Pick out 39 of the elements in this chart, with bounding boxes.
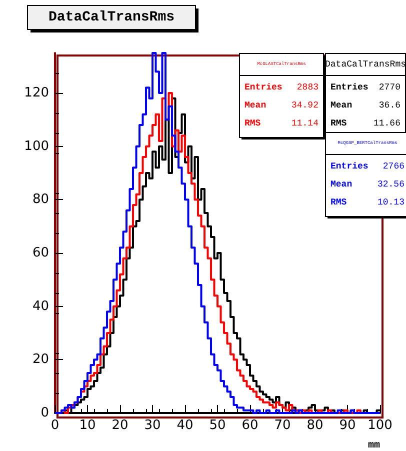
- y-tick-label: 80: [32, 192, 49, 208]
- annotation: Mean: [244, 100, 266, 110]
- annotation: 34.92: [291, 100, 318, 110]
- annotation: 10.13: [377, 198, 404, 208]
- annotation: RMS: [244, 118, 262, 128]
- y-tick-label: 40: [32, 298, 49, 314]
- x-tick-label: 20: [112, 418, 128, 433]
- x-tick-label: 40: [176, 418, 194, 433]
- y-tick-label: 100: [24, 138, 49, 154]
- x-tick-label: 80: [306, 418, 324, 433]
- annotation: Entries: [244, 82, 282, 92]
- annotation: 2770: [378, 82, 400, 92]
- chart-title: DataCalTransRms: [48, 10, 175, 26]
- x-tick-label: 100: [368, 418, 392, 433]
- x-tick-label: 70: [274, 418, 291, 433]
- x-axis-title: mm: [368, 440, 380, 451]
- annotation: Mean: [330, 100, 352, 110]
- annotation: 36.6: [378, 100, 400, 110]
- text: DataCalTransRms: [324, 60, 406, 70]
- x-tick-label: 50: [209, 418, 226, 433]
- y-tick-label: 20: [32, 352, 49, 368]
- x-tick-label: 60: [242, 418, 258, 433]
- text: 2766: [382, 162, 404, 172]
- annotation: Entries: [330, 82, 368, 92]
- annotation: RMS: [330, 118, 348, 128]
- y-tick-label: 0: [40, 406, 49, 420]
- annotation: 2883: [296, 82, 318, 92]
- y-tick-label: 120: [24, 86, 49, 100]
- annotation: Entries: [330, 162, 368, 172]
- annotation: 11.66: [373, 118, 400, 128]
- annotation: RMS: [330, 198, 348, 208]
- annotation: 11.14: [291, 118, 318, 128]
- x-tick-label: 10: [79, 418, 96, 433]
- x-tick-label: 90: [339, 418, 356, 433]
- annotation: Mean: [330, 180, 352, 190]
- annotation: 32.56: [377, 180, 404, 190]
- x-tick-label: 30: [144, 418, 161, 433]
- y-tick-label: 60: [32, 246, 49, 260]
- x-tick-label: 0: [50, 418, 60, 433]
